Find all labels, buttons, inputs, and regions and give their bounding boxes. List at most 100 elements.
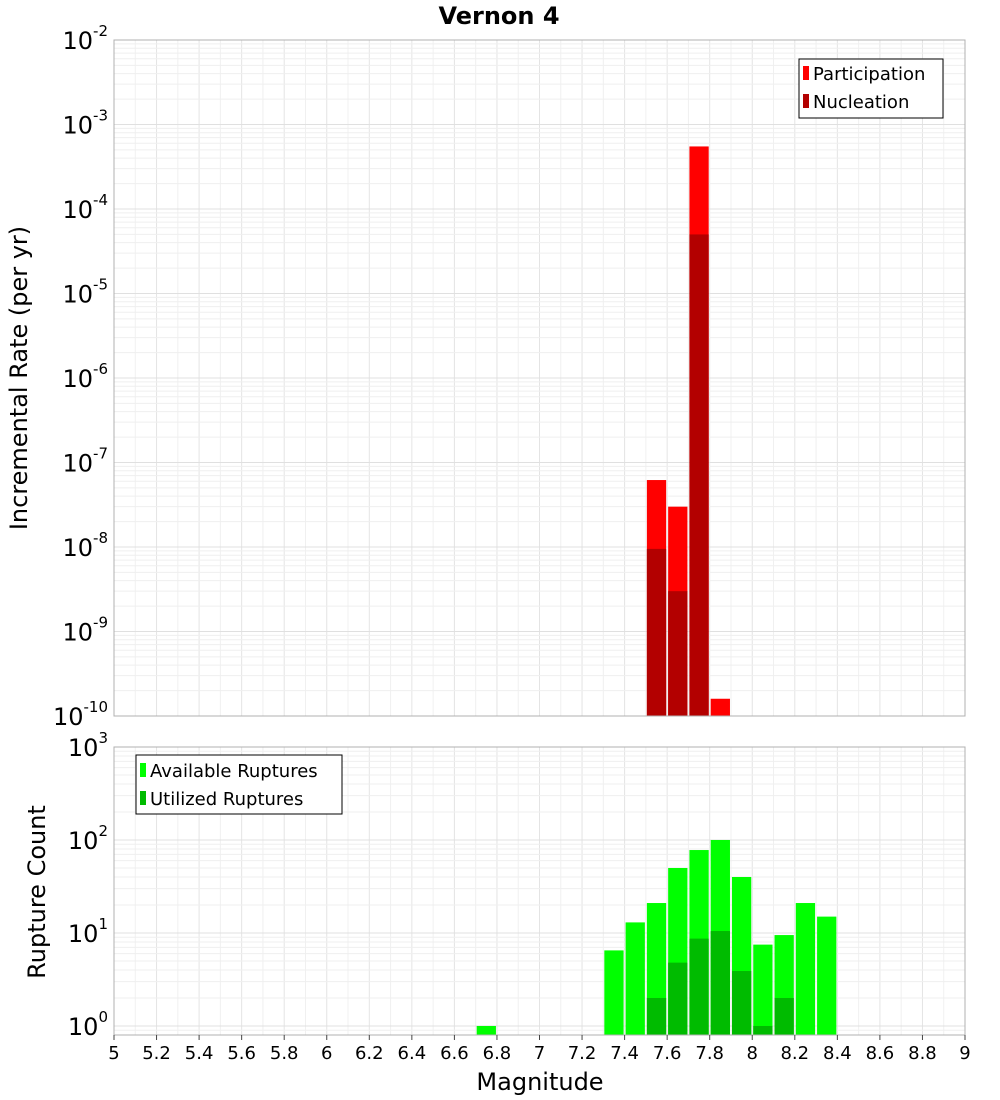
top-legend-box <box>798 58 944 119</box>
bar-utilized-ruptures <box>774 997 794 1035</box>
bar-nucleation <box>646 548 667 716</box>
bar-nucleation <box>668 591 688 716</box>
x-tick-label: 8.6 <box>866 1043 895 1064</box>
top-y-tick-base: 10 <box>53 703 84 731</box>
x-tick-label: 6.2 <box>355 1043 384 1064</box>
top-y-tick-label: 10-4 <box>62 191 108 224</box>
top-bars <box>646 146 730 717</box>
legend-label-utilized: Utilized Ruptures <box>150 789 303 810</box>
top-y-tick-label: 10-3 <box>62 107 108 140</box>
top-y-tick-base: 10 <box>62 281 93 309</box>
top-plot-border <box>113 39 966 717</box>
bottom-y-axis-label: Rupture Count <box>23 805 51 979</box>
bottom-y-tick-label: 102 <box>68 822 108 855</box>
top-y-tick-label: 10-7 <box>62 445 108 478</box>
bottom-y-tick-exponent: 0 <box>98 1008 108 1026</box>
top-y-tick-exponent: -9 <box>93 614 108 632</box>
x-tick-label: 5.6 <box>227 1043 256 1064</box>
top-y-tick-label: 10-5 <box>62 276 108 309</box>
top-y-tick-exponent: -6 <box>93 360 108 378</box>
top-grid <box>113 40 966 717</box>
bar-available-ruptures <box>476 1025 496 1035</box>
top-y-tick-base: 10 <box>62 27 93 55</box>
x-tick-label: 7.8 <box>695 1043 724 1064</box>
bar-utilized-ruptures <box>668 962 688 1035</box>
legend-swatch-utilized <box>140 791 146 805</box>
top-y-tick-base: 10 <box>62 196 93 224</box>
bottom-y-tick-label: 101 <box>68 915 108 948</box>
top-y-tick-exponent: -7 <box>93 445 108 463</box>
bar-available-ruptures <box>625 922 645 1035</box>
bottom-y-tick-base: 10 <box>68 920 99 948</box>
x-tick-label: 8.8 <box>908 1043 937 1064</box>
x-tick-label: 8 <box>747 1043 758 1064</box>
top-y-tick-label: 10-10 <box>53 698 108 731</box>
x-tick-label: 6.6 <box>440 1043 469 1064</box>
x-tick-label: 5.2 <box>142 1043 171 1064</box>
x-ticks: 5 5.2 5.4 5.6 5.8 6 6.2 6.4 6.6 6.8 7 7.2 7.4 7.6 7.8 8… <box>108 1035 971 1064</box>
top-legend: Participation Nucleation <box>798 58 944 119</box>
top-y-tick-base: 10 <box>62 450 93 478</box>
legend-swatch-participation <box>803 66 809 80</box>
bar-available-ruptures <box>795 903 816 1035</box>
bottom-y-tick-exponent: 1 <box>98 915 108 933</box>
legend-label-participation: Participation <box>813 64 925 85</box>
legend-label-nucleation: Nucleation <box>813 92 909 113</box>
bar-utilized-ruptures <box>753 1025 773 1035</box>
x-tick-label: 7.6 <box>653 1043 682 1064</box>
x-tick-label: 6.8 <box>483 1043 512 1064</box>
bottom-y-tick-base: 10 <box>68 734 99 762</box>
top-y-tick-label: 10-8 <box>62 529 108 562</box>
x-tick-label: 7.2 <box>568 1043 597 1064</box>
x-tick-label: 8.2 <box>780 1043 809 1064</box>
top-y-tick-base: 10 <box>62 534 93 562</box>
legend-swatch-available <box>140 763 146 777</box>
bar-participation <box>710 698 730 716</box>
bar-available-ruptures <box>753 944 773 1035</box>
x-tick-label: 5 <box>108 1043 119 1064</box>
top-y-tick-exponent: -8 <box>93 529 108 547</box>
top-y-tick-exponent: -3 <box>93 107 108 125</box>
x-tick-label: 5.8 <box>270 1043 299 1064</box>
bottom-y-tick-label: 100 <box>68 1008 108 1041</box>
x-tick-label: 7.4 <box>610 1043 639 1064</box>
top-y-tick-label: 10-9 <box>62 614 108 647</box>
bottom-y-tick-base: 10 <box>68 1013 99 1041</box>
bottom-y-tick-base: 10 <box>68 827 99 855</box>
x-tick-label: 7 <box>534 1043 545 1064</box>
top-y-tick-base: 10 <box>62 365 93 393</box>
bottom-legend-box <box>135 754 343 815</box>
legend-label-available: Available Ruptures <box>150 761 318 782</box>
top-y-tick-exponent: -10 <box>84 698 109 716</box>
top-y-tick-base: 10 <box>62 112 93 140</box>
x-tick-label: 8.4 <box>823 1043 852 1064</box>
top-y-tick-exponent: -4 <box>93 191 108 209</box>
bar-utilized-ruptures <box>731 971 752 1035</box>
bar-utilized-ruptures <box>710 931 730 1035</box>
bottom-y-tick-label: 103 <box>68 729 108 762</box>
top-y-tick-exponent: -5 <box>93 276 108 294</box>
bar-available-ruptures <box>604 950 624 1035</box>
bar-nucleation <box>689 234 709 717</box>
bottom-y-tick-exponent: 3 <box>98 729 108 747</box>
top-y-tick-label: 10-2 <box>62 22 108 55</box>
bar-utilized-ruptures <box>646 997 667 1035</box>
top-y-axis-label: Incremental Rate (per yr) <box>5 226 33 530</box>
x-tick-label: 6.4 <box>398 1043 427 1064</box>
top-y-tick-label: 10-6 <box>62 360 108 393</box>
x-tick-label: 6 <box>321 1043 332 1064</box>
x-tick-label: 5.4 <box>185 1043 214 1064</box>
bottom-legend: Available Ruptures Utilized Ruptures <box>135 754 343 815</box>
top-y-tick-exponent: -2 <box>93 22 108 40</box>
top-y-tick-base: 10 <box>62 619 93 647</box>
bar-utilized-ruptures <box>689 938 709 1035</box>
bottom-y-tick-exponent: 2 <box>98 822 108 840</box>
x-tick-label: 9 <box>959 1043 970 1064</box>
legend-swatch-nucleation <box>803 94 809 108</box>
x-axis-label: Magnitude <box>476 1068 603 1096</box>
bottom-bars <box>476 839 837 1035</box>
